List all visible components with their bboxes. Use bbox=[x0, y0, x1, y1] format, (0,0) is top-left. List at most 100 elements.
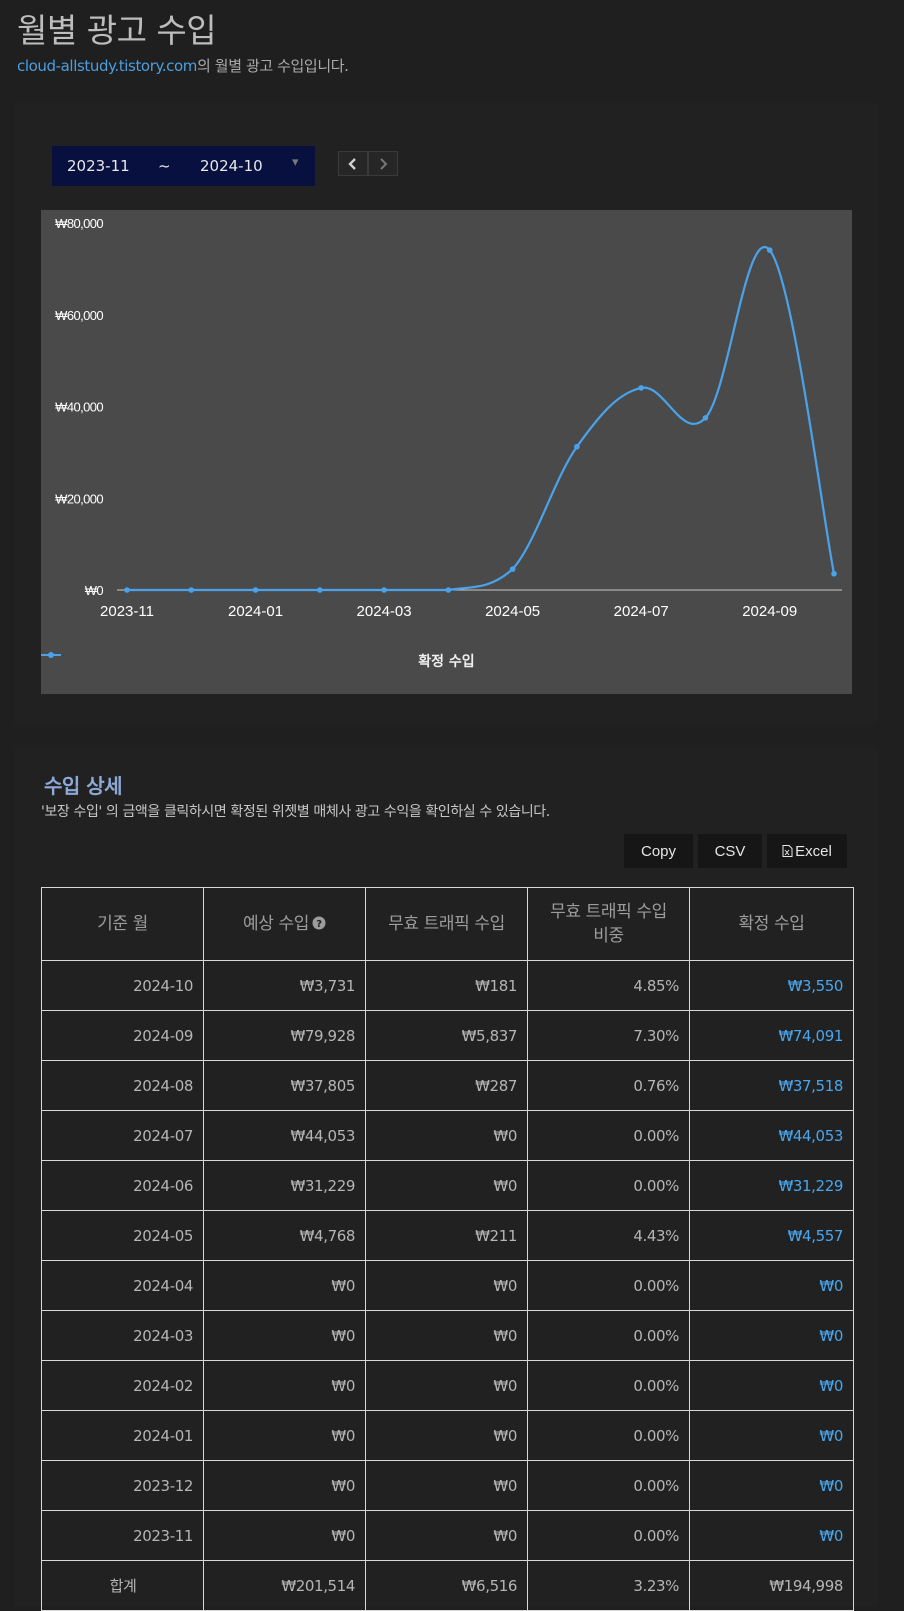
cell-expected: ₩0 bbox=[203, 1510, 366, 1561]
question-circle-icon[interactable]: ? bbox=[312, 916, 326, 930]
cell-confirmed[interactable]: ₩0 bbox=[689, 1310, 854, 1361]
cell-confirmed[interactable]: ₩0 bbox=[689, 1360, 854, 1411]
excel-file-icon bbox=[782, 845, 793, 857]
data-point[interactable] bbox=[702, 415, 709, 421]
data-point[interactable] bbox=[766, 247, 773, 253]
table-row: 2024-07 ₩44,053 ₩0 0.00% ₩44,053 bbox=[41, 1110, 854, 1161]
cell-confirmed[interactable]: ₩0 bbox=[689, 1260, 854, 1311]
table-total-row: 합계 ₩201,514 ₩6,516 3.23% ₩194,998 bbox=[41, 1560, 854, 1611]
total-cell-confirmed: ₩194,998 bbox=[689, 1560, 854, 1611]
cell-confirmed[interactable]: ₩31,229 bbox=[689, 1160, 854, 1211]
cell-invalid-ratio: 0.00% bbox=[527, 1360, 690, 1411]
cell-confirmed[interactable]: ₩0 bbox=[689, 1460, 854, 1511]
cell-month: 2024-01 bbox=[41, 1410, 204, 1461]
cell-expected: ₩0 bbox=[203, 1410, 366, 1461]
data-point[interactable] bbox=[124, 587, 130, 593]
cell-expected: ₩31,229 bbox=[203, 1160, 366, 1211]
total-cell-expected: ₩201,514 bbox=[203, 1560, 366, 1611]
cell-invalid-traffic: ₩0 bbox=[365, 1360, 528, 1411]
y-tick-label: ₩60,000 bbox=[55, 308, 103, 323]
cell-invalid-traffic: ₩0 bbox=[365, 1310, 528, 1361]
cell-confirmed[interactable]: ₩74,091 bbox=[689, 1010, 854, 1061]
cell-confirmed[interactable]: ₩3,550 bbox=[689, 960, 854, 1011]
data-point[interactable] bbox=[509, 566, 516, 572]
cell-invalid-ratio: 7.30% bbox=[527, 1010, 690, 1061]
subtitle-text: 의 월별 광고 수입입니다. bbox=[197, 57, 349, 75]
site-link[interactable]: cloud-allstudy.tistory.com bbox=[17, 57, 198, 75]
cell-expected: ₩0 bbox=[203, 1260, 366, 1311]
cell-invalid-ratio: 0.00% bbox=[527, 1160, 690, 1211]
csv-button[interactable]: CSV bbox=[698, 834, 762, 868]
cell-invalid-ratio: 0.00% bbox=[527, 1460, 690, 1511]
cell-confirmed[interactable]: ₩44,053 bbox=[689, 1110, 854, 1161]
cell-invalid-ratio: 4.85% bbox=[527, 960, 690, 1011]
data-point[interactable] bbox=[831, 570, 837, 577]
table-row: 2024-08 ₩37,805 ₩287 0.76% ₩37,518 bbox=[41, 1060, 854, 1111]
data-point[interactable] bbox=[445, 587, 452, 593]
cell-expected: ₩0 bbox=[203, 1360, 366, 1411]
data-point[interactable] bbox=[188, 587, 195, 593]
cell-month: 2024-10 bbox=[41, 960, 204, 1011]
cell-invalid-traffic: ₩0 bbox=[365, 1160, 528, 1211]
cell-invalid-traffic: ₩5,837 bbox=[365, 1010, 528, 1061]
date-range-picker[interactable]: 2023-11 ~ 2024-10 ▾ bbox=[52, 146, 315, 186]
column-header-expected: 예상 수입? bbox=[203, 887, 366, 961]
legend-label: 확정 수입 bbox=[418, 654, 475, 670]
column-header-invalid-ratio: 무효 트래픽 수입 비중 bbox=[527, 887, 690, 961]
table-header-row: 기준 월 예상 수입? 무효 트래픽 수입 무효 트래픽 수입 비중 확정 수입 bbox=[41, 887, 854, 961]
cell-confirmed[interactable]: ₩4,557 bbox=[689, 1210, 854, 1261]
x-tick-label: 2024-07 bbox=[614, 603, 669, 620]
cell-invalid-traffic: ₩287 bbox=[365, 1060, 528, 1111]
data-point[interactable] bbox=[317, 587, 323, 593]
next-period-button[interactable] bbox=[368, 151, 398, 176]
cell-month: 2024-09 bbox=[41, 1010, 204, 1061]
cell-month: 2023-12 bbox=[41, 1460, 204, 1511]
cell-confirmed[interactable]: ₩0 bbox=[689, 1510, 854, 1561]
cell-invalid-ratio: 0.00% bbox=[527, 1310, 690, 1361]
data-point[interactable] bbox=[381, 587, 387, 593]
cell-month: 2024-06 bbox=[41, 1160, 204, 1211]
x-tick-label: 2024-09 bbox=[742, 603, 797, 620]
cell-confirmed[interactable]: ₩37,518 bbox=[689, 1060, 854, 1111]
cell-invalid-ratio: 0.00% bbox=[527, 1110, 690, 1161]
table-row: 2024-10 ₩3,731 ₩181 4.85% ₩3,550 bbox=[41, 960, 854, 1011]
table-row: 2024-01 ₩0 ₩0 0.00% ₩0 bbox=[41, 1410, 854, 1461]
total-cell-month: 합계 bbox=[41, 1560, 204, 1611]
series-line-confirmed bbox=[126, 245, 836, 592]
cell-invalid-ratio: 4.43% bbox=[527, 1210, 690, 1261]
chevron-right-icon bbox=[380, 157, 388, 170]
cell-confirmed[interactable]: ₩0 bbox=[689, 1410, 854, 1461]
y-tick-label: ₩40,000 bbox=[55, 400, 103, 415]
data-point[interactable] bbox=[252, 587, 259, 593]
y-tick-label: ₩80,000 bbox=[55, 216, 103, 231]
column-header-month: 기준 월 bbox=[41, 887, 204, 961]
x-tick-label: 2024-01 bbox=[228, 603, 283, 620]
cell-month: 2024-07 bbox=[41, 1110, 204, 1161]
cell-month: 2023-11 bbox=[41, 1510, 204, 1561]
cell-expected: ₩0 bbox=[203, 1310, 366, 1361]
chevron-left-icon bbox=[348, 157, 356, 170]
x-tick-label: 2024-05 bbox=[485, 603, 540, 620]
cell-invalid-ratio: 0.76% bbox=[527, 1060, 690, 1111]
chart-legend[interactable]: 확정 수입 bbox=[41, 651, 852, 671]
table-row: 2024-04 ₩0 ₩0 0.00% ₩0 bbox=[41, 1260, 854, 1311]
excel-button[interactable]: Excel bbox=[767, 834, 847, 868]
cell-month: 2024-08 bbox=[41, 1060, 204, 1111]
cell-invalid-traffic: ₩211 bbox=[365, 1210, 528, 1261]
cell-expected: ₩79,928 bbox=[203, 1010, 366, 1061]
page-subtitle: cloud-allstudy.tistory.com의 월별 광고 수입입니다. bbox=[17, 55, 349, 76]
table-row: 2024-09 ₩79,928 ₩5,837 7.30% ₩74,091 bbox=[41, 1010, 854, 1061]
cell-expected: ₩44,053 bbox=[203, 1110, 366, 1161]
cell-invalid-traffic: ₩0 bbox=[365, 1410, 528, 1461]
table-row: 2024-05 ₩4,768 ₩211 4.43% ₩4,557 bbox=[41, 1210, 854, 1261]
caret-down-icon: ▾ bbox=[292, 155, 299, 170]
data-point[interactable] bbox=[638, 385, 644, 391]
x-tick-label: 2024-03 bbox=[357, 603, 412, 620]
copy-button[interactable]: Copy bbox=[624, 834, 693, 868]
cell-invalid-traffic: ₩0 bbox=[365, 1460, 528, 1511]
table-row: 2023-12 ₩0 ₩0 0.00% ₩0 bbox=[41, 1460, 854, 1511]
cell-month: 2024-04 bbox=[41, 1260, 204, 1311]
prev-period-button[interactable] bbox=[338, 151, 368, 176]
section-title: 수입 상세 bbox=[44, 774, 123, 798]
data-point[interactable] bbox=[574, 443, 580, 450]
